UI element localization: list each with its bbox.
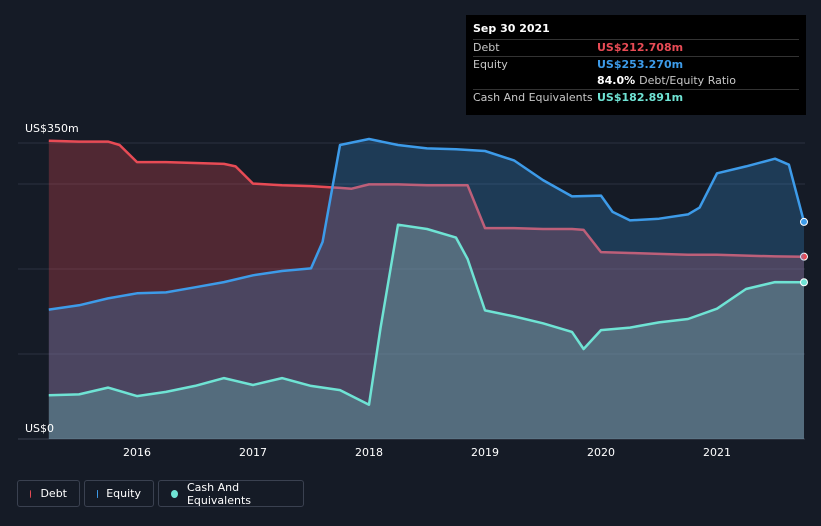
tooltip-value: 84.0% [597,74,636,87]
tooltip-label [473,73,597,89]
x-tick-2020: 2020 [587,446,615,459]
series-area-debt [48,140,805,439]
tooltip-ratio-label: Debt/Equity Ratio [639,74,736,87]
tooltip-row-equity: Equity US$253.270m [473,56,799,73]
legend-label: Cash And Equivalents [186,480,252,507]
series-line-cash-and-equivalents [48,223,805,406]
tooltip-panel: Sep 30 2021 Debt US$212.708m Equity US$2… [466,15,806,115]
tooltip-row-cash: Cash And Equivalents US$182.891m [473,89,799,106]
series-end-point-debt [800,252,808,261]
series-end-point-cash-and-equivalents [800,278,808,287]
legend-item-equity[interactable]: Equity [84,480,154,507]
x-tick-2019: 2019 [471,446,499,459]
tooltip-date: Sep 30 2021 [473,22,550,35]
legend-item-debt[interactable]: Debt [17,480,80,507]
legend-label: Debt [40,487,67,500]
series-line-debt [48,139,805,258]
y-tick-top: US$350m [25,122,79,135]
series-line-equity [48,137,806,311]
tooltip-value: US$212.708m [597,41,684,54]
series-area-cash-and-equivalents [48,224,805,439]
x-tick-2017: 2017 [239,446,267,459]
tooltip-label: Equity [473,58,508,71]
x-tick-2018: 2018 [355,446,383,459]
x-tick-2016: 2016 [123,446,151,459]
y-tick-zero: US$0 [25,422,55,435]
legend-dot [171,489,178,498]
tooltip-label: Debt [473,41,500,54]
legend-dot [30,489,32,498]
tooltip-row-ratio: 84.0% Debt/Equity Ratio [473,73,799,89]
x-tick-2021: 2021 [703,446,731,459]
legend-label: Equity [106,487,141,500]
legend-item-cash[interactable]: Cash And Equivalents [158,480,304,507]
tooltip-value: US$182.891m [597,91,684,104]
series-end-point-equity [800,217,808,226]
tooltip-row-debt: Debt US$212.708m [473,39,799,56]
tooltip-label: Cash And Equivalents [473,91,593,104]
tooltip-value: US$253.270m [597,58,684,71]
